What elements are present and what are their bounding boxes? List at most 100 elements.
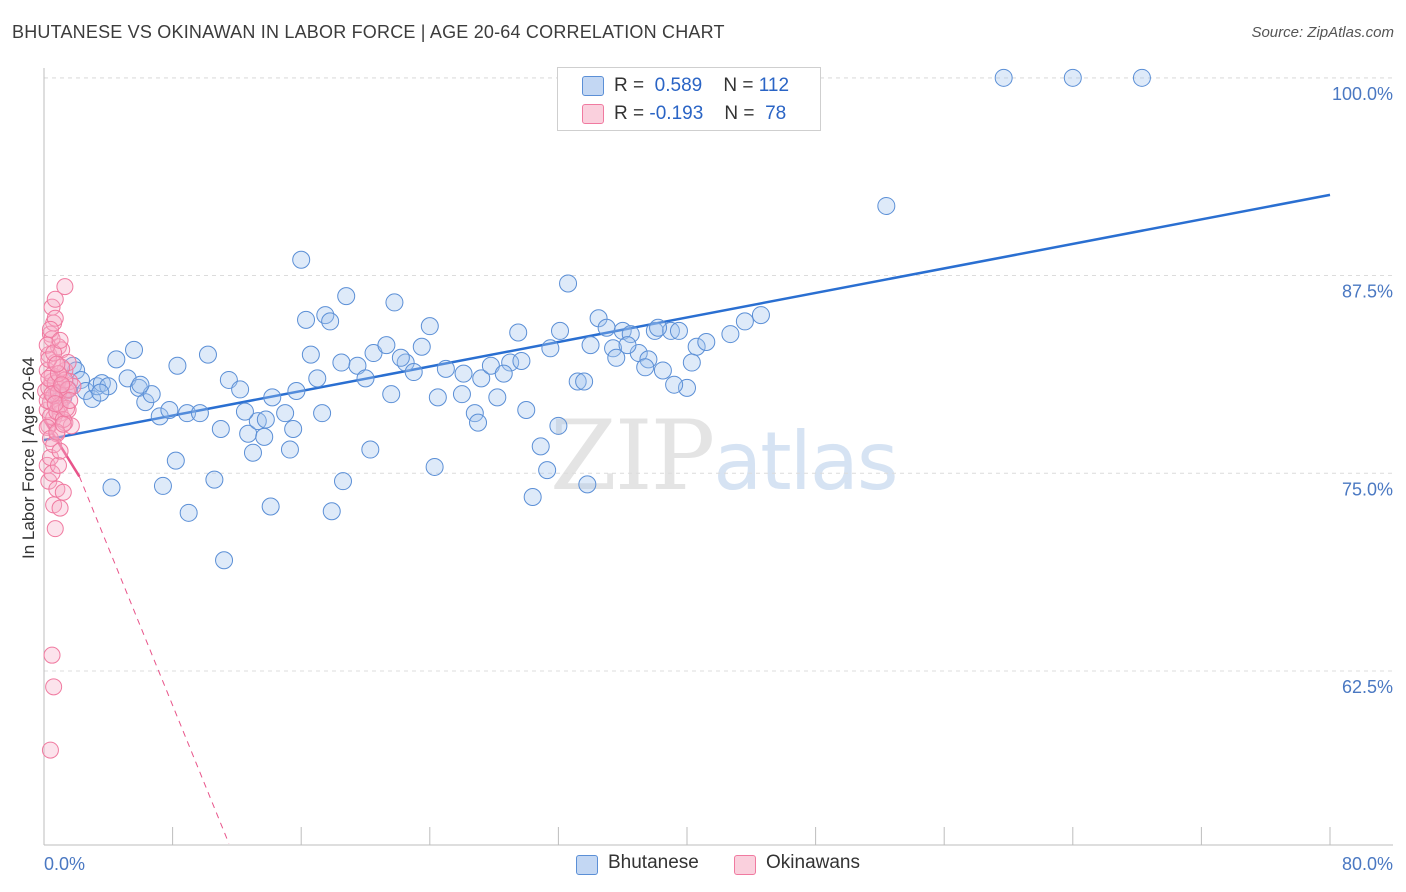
bhutanese-point [166, 451, 185, 470]
bhutanese-point [385, 293, 404, 312]
okinawans-legend-label: Okinawans [766, 852, 860, 873]
okinawans-point [38, 418, 56, 436]
bhutanese-point [551, 321, 570, 340]
legend-bhutanese-stats: R = 0.589 N = 112 [614, 75, 790, 96]
okinawans-point [46, 309, 64, 327]
y-tick-label: 87.5% [1342, 282, 1393, 302]
bhutanese-point [261, 497, 280, 516]
bhutanese-point [665, 375, 684, 394]
bhutanese-point [436, 359, 455, 378]
bhutanese-point [721, 325, 740, 344]
okinawans-point [45, 436, 63, 454]
bhutanese-point [205, 470, 224, 489]
bhutanese-point [697, 332, 716, 351]
okinawans-point [46, 290, 64, 308]
bhutanese-point [321, 312, 340, 331]
bhutanese-point [404, 363, 423, 382]
okinawans-point [54, 415, 72, 433]
bhutanese-point [549, 416, 568, 435]
bhutanese-point [361, 440, 380, 459]
bhutanese-point [682, 353, 701, 372]
okinawans-point [53, 376, 71, 394]
bhutanese-point [131, 375, 150, 394]
y-axis-label: In Labor Force | Age 20-64 [19, 357, 38, 559]
bhutanese-point [168, 356, 187, 375]
bhutanese-point [541, 339, 560, 358]
bhutanese-point [472, 369, 491, 388]
bhutanese-point [469, 413, 488, 432]
bhutanese-point [581, 336, 600, 355]
bhutanese-point [178, 404, 197, 423]
bhutanese-point [994, 68, 1013, 87]
data-points [37, 68, 1151, 759]
bhutanese-point [621, 325, 640, 344]
okinawans-point [51, 442, 69, 460]
y-tick-label: 75.0% [1342, 479, 1393, 499]
bhutanese-point [531, 437, 550, 456]
bhutanese-point [636, 358, 655, 377]
okinawans-swatch [582, 104, 604, 124]
bhutanese-point [488, 388, 507, 407]
bhutanese-point [276, 404, 295, 423]
bhutanese-point [284, 419, 303, 438]
bhutanese-point [179, 503, 198, 522]
bhutanese-point [509, 323, 528, 342]
bhutanese-point [256, 410, 275, 429]
bhutanese-point [333, 472, 352, 491]
bhutanese-point [575, 372, 594, 391]
bhutanese-point [322, 502, 341, 521]
bhutanese-point [102, 478, 121, 497]
bhutanese-point [735, 312, 754, 331]
bhutanese-point [420, 317, 439, 336]
bhutanese-point [301, 345, 320, 364]
bhutanese-point [559, 274, 578, 293]
bhutanese-point [501, 353, 520, 372]
bhutanese-point [308, 369, 327, 388]
bhutanese-point [604, 339, 623, 358]
y-tick-label: 62.5% [1342, 677, 1393, 697]
chart-title: BHUTANESE VS OKINAWAN IN LABOR FORCE | A… [12, 22, 725, 42]
bhutanese-point [1063, 68, 1082, 87]
bhutanese-point [292, 250, 311, 269]
bhutanese-point [618, 336, 637, 355]
bhutanese-point [1132, 68, 1151, 87]
bhutanese-legend-swatch [576, 855, 598, 875]
bhutanese-point [465, 404, 484, 423]
bhutanese-point [512, 351, 531, 370]
bhutanese-point [337, 287, 356, 306]
bhutanese-point [364, 344, 383, 363]
bhutanese-point [160, 401, 179, 419]
bhutanese-point [653, 361, 672, 380]
watermark-zip: ZIP [550, 400, 715, 512]
bhutanese-point [215, 551, 234, 570]
okinawans-point [51, 331, 69, 349]
zipatlas-watermark: ZIPatlas [550, 400, 899, 512]
bhutanese-point [332, 353, 351, 372]
bhutanese-point [198, 345, 217, 364]
bhutanese-point [287, 382, 306, 401]
bhutanese-point [297, 310, 316, 329]
bhutanese-swatch [582, 76, 604, 96]
bhutanese-point [211, 419, 230, 438]
bhutanese-point [454, 364, 473, 383]
bhutanese-point [568, 372, 587, 391]
okinawans-point [48, 355, 66, 373]
bhutanese-point [107, 350, 126, 369]
bhutanese-point [316, 306, 335, 325]
bhutanese-point [578, 475, 597, 494]
bhutanese-point [235, 402, 254, 421]
bhutanese-point [412, 337, 431, 356]
okinawans-point [49, 456, 67, 474]
bhutanese-legend-label: Bhutanese [608, 852, 699, 873]
legend-okinawans-stats: R = -0.193 N = 78 [614, 103, 787, 124]
bhutanese-point [428, 388, 447, 407]
y-tick-label: 100.0% [1332, 84, 1393, 104]
bhutanese-point [280, 440, 299, 459]
bhutanese-point [538, 461, 557, 480]
bhutanese-point [125, 340, 144, 359]
bhutanese-point [607, 348, 626, 367]
bhutanese-point [382, 385, 401, 404]
okinawans-point [54, 483, 72, 501]
okinawans-point [61, 392, 79, 410]
